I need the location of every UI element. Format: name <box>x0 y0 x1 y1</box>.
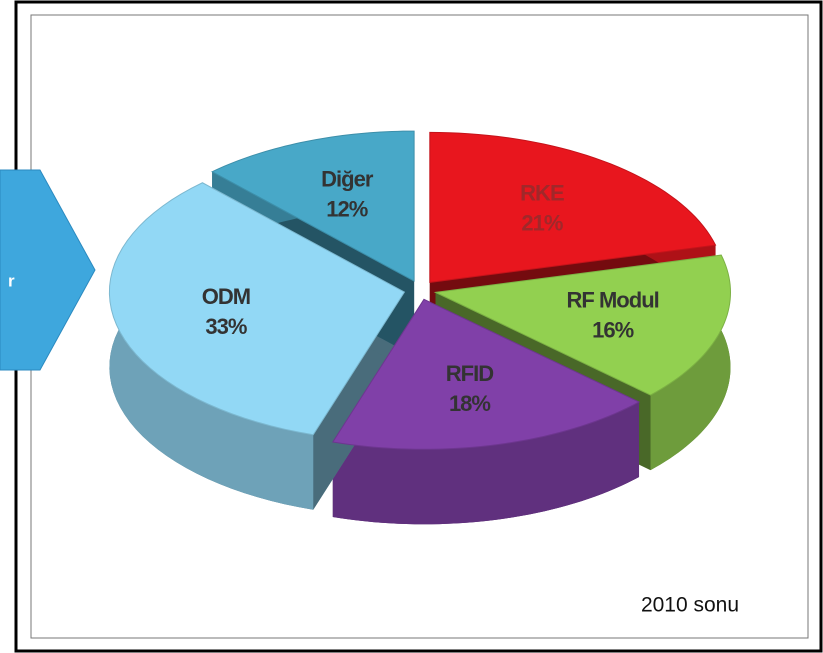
labels: RKE 21% RF Modul 16% RFID 18% ODM 33% Diğer 12% <box>202 166 660 416</box>
arrow-label: r <box>8 271 15 290</box>
slice-label: ODM <box>202 284 250 309</box>
slice-value-label: 16% <box>592 317 633 342</box>
slice-wall <box>650 255 731 471</box>
slice <box>429 131 717 283</box>
side-arrow <box>0 169 96 371</box>
slice-label: RFID <box>446 361 493 386</box>
slice <box>211 130 415 282</box>
slice-wall <box>332 401 640 525</box>
slice <box>331 298 641 450</box>
slice-label: RKE <box>520 181 564 206</box>
slice-value-label: 12% <box>326 196 367 221</box>
slice-label: RF Modul <box>567 287 659 312</box>
slice-label: Diğer <box>321 166 374 191</box>
slice-value-label: 21% <box>521 211 562 236</box>
slice <box>108 182 406 436</box>
slice-value-label: 18% <box>449 391 490 416</box>
slice <box>433 254 731 396</box>
pie <box>108 130 731 525</box>
slice-value-label: 33% <box>205 314 246 339</box>
annotation: 2010 sonu <box>641 594 739 617</box>
